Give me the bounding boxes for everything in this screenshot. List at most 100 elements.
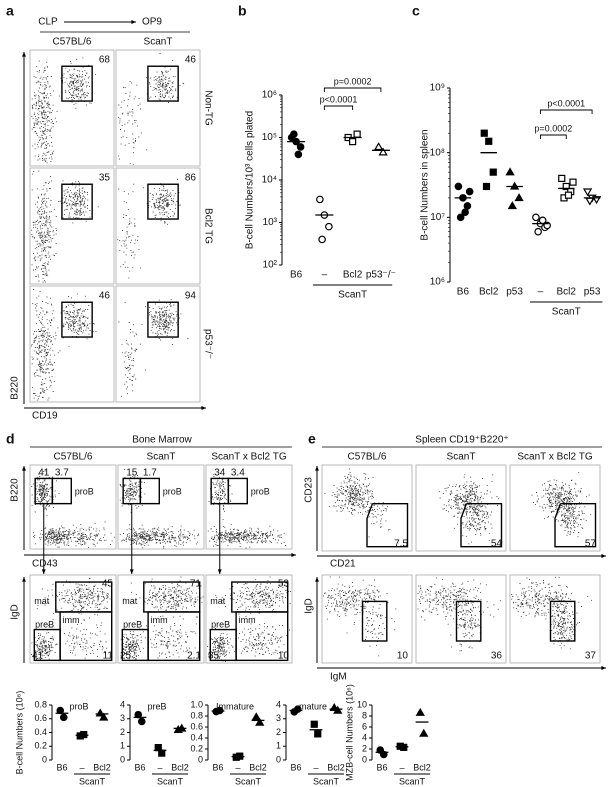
data-point bbox=[296, 143, 305, 151]
data-point bbox=[158, 749, 166, 757]
y-tick-label: 0.8 bbox=[190, 710, 203, 720]
x-tick-label: – bbox=[322, 270, 328, 281]
gate-value: 86 bbox=[185, 173, 197, 184]
x-tick-label: B6 bbox=[457, 287, 470, 298]
chart-title: proB bbox=[69, 701, 88, 711]
data-point bbox=[378, 147, 388, 156]
y-tick-label: 2 bbox=[120, 727, 125, 737]
data-point bbox=[454, 182, 463, 191]
y-tick-label: 4 bbox=[362, 732, 367, 742]
data-point bbox=[318, 235, 326, 244]
gate-name: proB bbox=[75, 486, 94, 496]
gate-name: imm bbox=[151, 615, 168, 625]
group-label: ScanT bbox=[552, 307, 581, 318]
y-tick-label: 10⁸ bbox=[430, 147, 445, 158]
x-tick-label: B6 bbox=[56, 762, 67, 772]
gate bbox=[147, 301, 179, 338]
arrow-head bbox=[201, 406, 206, 410]
gate bbox=[51, 477, 72, 505]
axis-label: IgD bbox=[304, 598, 315, 614]
data-point bbox=[507, 201, 517, 210]
x-tick-label: p53 bbox=[584, 287, 601, 298]
gate-value: 37 bbox=[585, 651, 597, 662]
significance-bracket bbox=[539, 134, 567, 139]
axis-label: B220 bbox=[10, 478, 21, 502]
gate bbox=[139, 477, 160, 505]
column-title: ScanT bbox=[144, 37, 173, 48]
data-point bbox=[456, 213, 465, 222]
event-cloud bbox=[511, 576, 592, 650]
panel-label: b bbox=[238, 3, 247, 19]
gate bbox=[227, 477, 248, 505]
y-tick-label: 3 bbox=[276, 713, 281, 723]
y-tick-label: 0 bbox=[276, 754, 281, 764]
gate bbox=[147, 611, 201, 662]
gate-name: preB bbox=[35, 620, 54, 630]
group-label: ScanT bbox=[157, 776, 184, 786]
data-point bbox=[569, 178, 577, 186]
chart-title: Immature bbox=[216, 701, 254, 711]
x-tick-label: – bbox=[538, 287, 544, 298]
data-point bbox=[482, 182, 491, 191]
gate bbox=[147, 65, 179, 102]
gate-value: 68 bbox=[99, 55, 111, 66]
y-tick-label: 10⁴ bbox=[262, 175, 277, 186]
annotation: p<0.0001 bbox=[547, 98, 585, 108]
y-tick-label: 1.0 bbox=[190, 699, 203, 709]
gate bbox=[59, 611, 113, 662]
gate-value: 35 bbox=[208, 651, 220, 662]
gate-value: 10 bbox=[397, 651, 409, 662]
header: Spleen CD19⁺B220⁺ bbox=[415, 435, 508, 446]
y-tick-label: 0.8 bbox=[34, 699, 47, 709]
arrow-head bbox=[291, 553, 296, 557]
y-tick-label: 2 bbox=[362, 743, 367, 753]
y-tick-label: 4 bbox=[276, 699, 281, 709]
gate-name: preB bbox=[123, 620, 142, 630]
event-cloud bbox=[31, 289, 97, 401]
group-label: ScanT bbox=[399, 776, 426, 786]
y-axis-label: MZB-cell Numbers (10⁶) bbox=[344, 684, 354, 781]
gate-value: 57 bbox=[585, 539, 597, 550]
axis-label: IgD bbox=[10, 604, 21, 620]
significance-bracket bbox=[539, 109, 593, 114]
gate-name: mat bbox=[122, 596, 138, 606]
data-point bbox=[463, 202, 472, 210]
data-point bbox=[419, 728, 429, 737]
event-cloud bbox=[120, 576, 204, 661]
chart-title: mature bbox=[299, 701, 327, 711]
x-tick-label: – bbox=[157, 762, 162, 772]
gate-name: mat bbox=[210, 596, 226, 606]
gate-value: 36 bbox=[491, 651, 503, 662]
data-point bbox=[325, 222, 333, 231]
row-label: Non-TG bbox=[202, 90, 213, 126]
flow-plot bbox=[29, 167, 115, 285]
x-tick-label: p53⁻/⁻ bbox=[366, 270, 396, 281]
x-tick-label: Bcl2 bbox=[93, 762, 111, 772]
gate-value: 71 bbox=[190, 579, 202, 590]
data-point bbox=[465, 187, 474, 196]
arrow-head bbox=[601, 666, 606, 670]
column-title: ScanT x Bcl2 TG bbox=[211, 452, 286, 463]
y-tick-label: 10⁷ bbox=[430, 212, 445, 223]
gate-value: 15 bbox=[126, 468, 138, 479]
gate bbox=[235, 611, 289, 662]
x-tick-label: Bcl2 bbox=[413, 762, 431, 772]
data-point bbox=[316, 195, 324, 204]
gate-value: 41 bbox=[32, 651, 44, 662]
event-cloud bbox=[119, 469, 199, 549]
x-tick-label: B6 bbox=[134, 762, 145, 772]
gate-name: proB bbox=[163, 486, 182, 496]
y-tick-label: 2 bbox=[276, 727, 281, 737]
gate-value: 3.4 bbox=[231, 468, 245, 479]
flow-plot bbox=[205, 574, 293, 664]
y-tick-label: 0.6 bbox=[34, 713, 47, 723]
column-title: ScanT bbox=[447, 452, 476, 463]
data-point bbox=[489, 168, 497, 176]
data-point bbox=[80, 730, 88, 739]
x-tick-label: B6 bbox=[290, 762, 301, 772]
gate-value: 41 bbox=[38, 468, 50, 479]
gate bbox=[455, 600, 482, 642]
gate bbox=[554, 503, 597, 548]
gate bbox=[61, 183, 93, 220]
x-tick-label: Bcl2 bbox=[479, 287, 499, 298]
